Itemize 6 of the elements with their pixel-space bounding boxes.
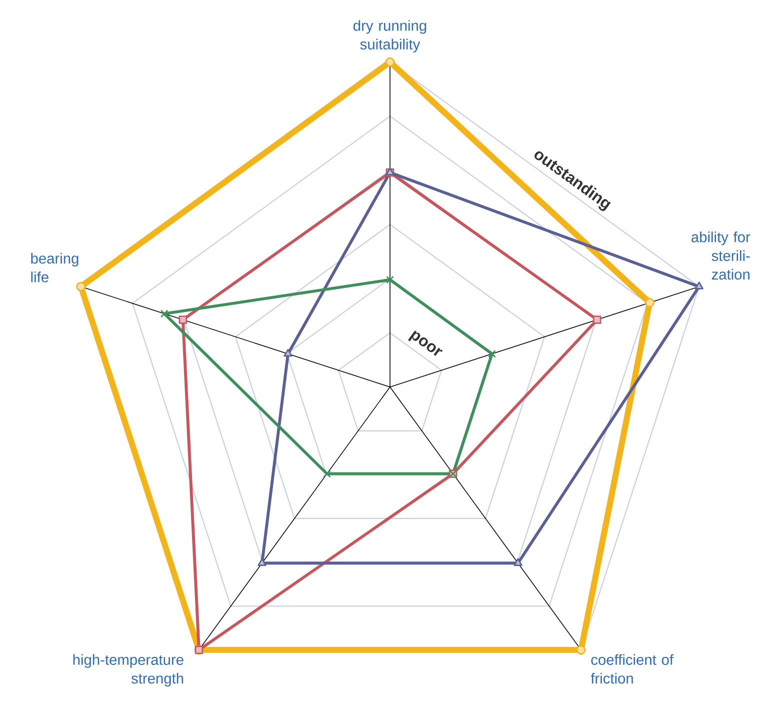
spoke-label: coefficient of friction xyxy=(590,654,674,684)
spoke-label: ability for sterili- zation xyxy=(692,232,750,280)
spoke-label: high-temperature strength xyxy=(73,654,184,687)
spoke-label: bearing life xyxy=(31,252,78,282)
text: poor xyxy=(408,330,443,356)
spoke-label: dry running suitability xyxy=(354,20,426,52)
